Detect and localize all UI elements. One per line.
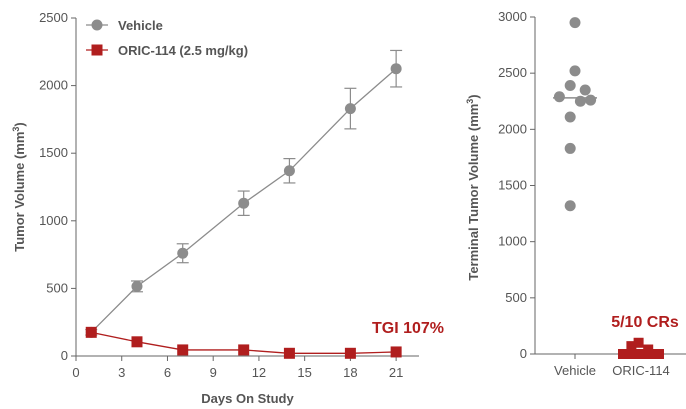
x-tick-label: 3 xyxy=(118,365,125,380)
data-point-vehicle xyxy=(390,63,402,75)
data-point-oric-114 xyxy=(177,344,189,356)
legend-marker xyxy=(91,19,103,31)
x-tick-label: 18 xyxy=(343,365,357,380)
tgi-annotation: TGI 107% xyxy=(372,320,444,337)
tumor-volume-line-chart: 0 500 1000 1500 2000 2500 0 3 6 9 12 15 18 21 Days On … xyxy=(11,10,444,406)
y-axis-title-suffix: ) xyxy=(12,122,27,126)
y-tick-label: 0 xyxy=(61,348,68,363)
x-tick-label: 12 xyxy=(252,365,266,380)
y-axis-title-suffix: ) xyxy=(466,94,481,98)
y-axis-title: Tumor Volume (mm3) xyxy=(11,122,27,252)
data-point-oric-114 xyxy=(238,344,250,356)
data-point-vehicle xyxy=(569,65,581,77)
y-tick-label: 500 xyxy=(46,280,68,295)
data-point-vehicle xyxy=(585,94,597,106)
y-axis-title-text: Tumor Volume (mm xyxy=(12,132,27,252)
data-point-vehicle xyxy=(283,165,295,177)
data-point-oric-114 xyxy=(630,349,640,359)
y-axis-title: Terminal Tumor Volume (mm3) xyxy=(465,94,481,280)
y-tick-label: 1500 xyxy=(498,178,527,193)
legend-entry: Vehicle xyxy=(118,18,163,33)
terminal-volume-scatter-chart: 0 500 1000 1500 2000 2500 3000 Vehicle ORIC-114 T… xyxy=(465,9,686,378)
data-point-vehicle xyxy=(553,91,565,103)
x-category-label: Vehicle xyxy=(554,363,596,378)
data-point-vehicle xyxy=(564,200,576,212)
cr-annotation: 5/10 CRs xyxy=(611,314,679,331)
data-point-oric-114 xyxy=(654,349,664,359)
data-point-vehicle xyxy=(238,197,250,209)
x-tick-label: 21 xyxy=(389,365,403,380)
y-axis-title-superscript: 3 xyxy=(11,127,21,132)
y-tick-label: 0 xyxy=(520,346,527,361)
x-tick-label: 0 xyxy=(72,365,79,380)
y-tick-label: 1000 xyxy=(39,213,68,228)
data-point-vehicle xyxy=(564,80,576,92)
data-point-oric-114 xyxy=(85,326,97,338)
data-point-vehicle xyxy=(344,103,356,115)
data-point-oric-114 xyxy=(636,349,646,359)
x-tick-label: 9 xyxy=(210,365,217,380)
data-point-vehicle xyxy=(131,280,143,292)
data-point-oric-114 xyxy=(626,341,637,352)
y-tick-label: 500 xyxy=(505,290,527,305)
data-point-vehicle xyxy=(574,95,586,107)
x-axis-title: Days On Study xyxy=(201,391,294,406)
data-point-oric-114 xyxy=(624,349,634,359)
data-point-oric-114 xyxy=(283,347,295,359)
data-point-vehicle xyxy=(569,17,581,29)
x-tick-label: 6 xyxy=(164,365,171,380)
y-tick-label: 1500 xyxy=(39,145,68,160)
y-tick-label: 2000 xyxy=(498,121,527,136)
data-point-oric-114 xyxy=(344,347,356,359)
data-point-oric-114 xyxy=(390,346,402,358)
data-point-vehicle xyxy=(177,247,189,259)
data-point-oric-114 xyxy=(131,336,143,348)
data-point-vehicle xyxy=(564,142,576,154)
y-tick-label: 2500 xyxy=(498,65,527,80)
y-tick-label: 2000 xyxy=(39,78,68,93)
data-point-oric-114 xyxy=(633,337,644,348)
y-tick-label: 1000 xyxy=(498,234,527,249)
y-axis-title-superscript: 3 xyxy=(465,99,475,104)
legend-entry: ORIC-114 (2.5 mg/kg) xyxy=(118,43,248,58)
data-point-oric-114 xyxy=(618,349,628,359)
y-tick-label: 3000 xyxy=(498,9,527,24)
y-axis-title-text: Terminal Tumor Volume (mm xyxy=(466,104,481,281)
x-tick-label: 15 xyxy=(297,365,311,380)
legend-marker xyxy=(91,44,103,56)
data-point-vehicle xyxy=(564,111,576,123)
y-tick-label: 2500 xyxy=(39,10,68,25)
data-point-oric-114 xyxy=(643,344,654,355)
data-point-vehicle xyxy=(579,84,591,96)
x-category-label: ORIC-114 xyxy=(612,363,670,378)
